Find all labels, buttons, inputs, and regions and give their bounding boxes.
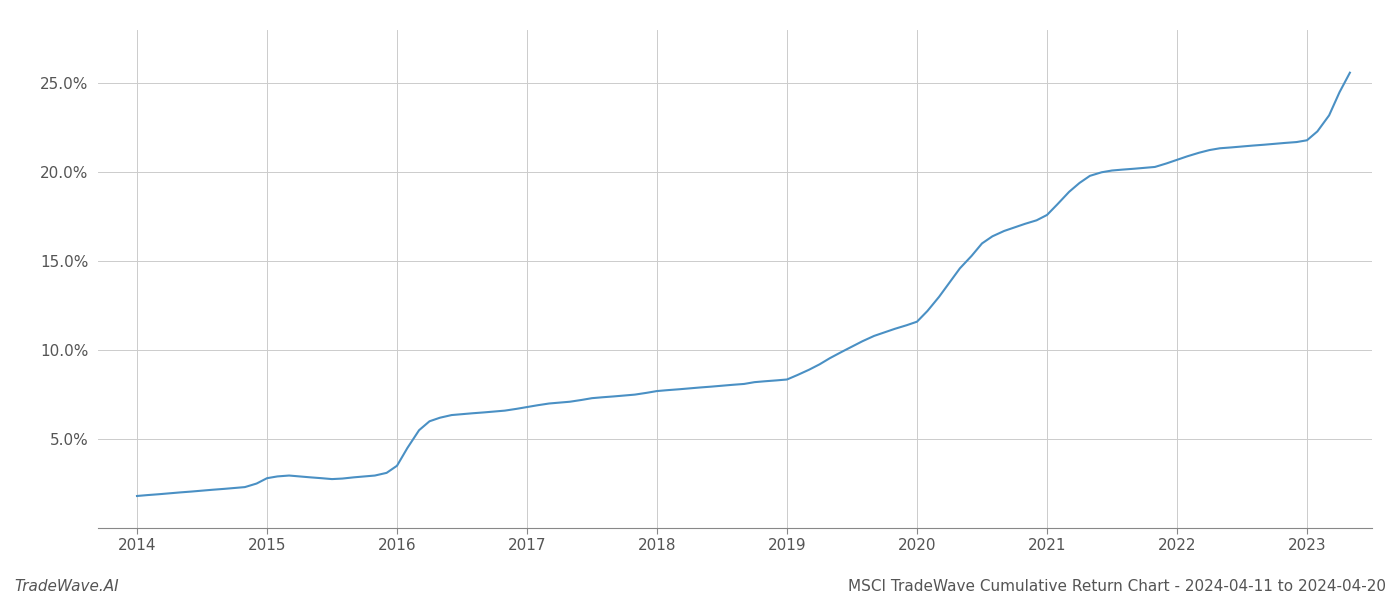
Text: MSCI TradeWave Cumulative Return Chart - 2024-04-11 to 2024-04-20: MSCI TradeWave Cumulative Return Chart -…	[848, 579, 1386, 594]
Text: TradeWave.AI: TradeWave.AI	[14, 579, 119, 594]
